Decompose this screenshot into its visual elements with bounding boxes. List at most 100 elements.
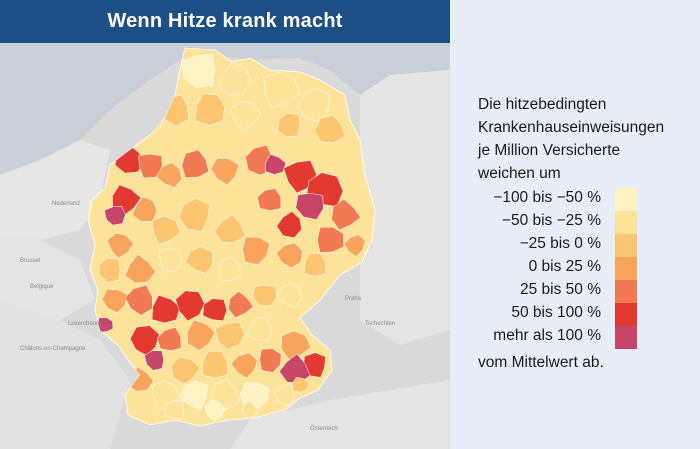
map-region xyxy=(124,253,157,284)
legend-item-label: −50 bis −25 % xyxy=(501,212,601,229)
map-region xyxy=(277,113,301,138)
map-region xyxy=(242,400,260,419)
page-title: Wenn Hitze krank macht xyxy=(107,10,343,32)
map-region xyxy=(343,234,366,257)
map-region xyxy=(164,400,185,420)
legend-heading-line: weichen um xyxy=(478,165,561,182)
germany-map: Nederland Belgique Brussel Luxembourg Ch… xyxy=(0,43,450,449)
legend-item-label: 25 bis 50 % xyxy=(520,281,601,298)
legend-swatch xyxy=(615,234,637,257)
map-panel: Nederland Belgique Brussel Luxembourg Ch… xyxy=(0,0,450,449)
legend-item: 25 bis 50 % xyxy=(450,280,700,303)
legend-swatch xyxy=(615,326,637,349)
map-region xyxy=(230,100,262,132)
map-region xyxy=(247,316,272,342)
legend-swatch xyxy=(615,303,637,326)
map-label-belgique: Belgique xyxy=(30,284,54,290)
legend-swatch xyxy=(615,211,637,234)
sea xyxy=(0,43,450,175)
map-region xyxy=(217,61,252,96)
map-region xyxy=(178,198,210,233)
map-region xyxy=(279,353,311,384)
map-region xyxy=(98,258,121,283)
map-region xyxy=(107,232,135,259)
map-region xyxy=(211,379,241,409)
map-region xyxy=(202,350,229,379)
map-region xyxy=(181,149,210,178)
map-region xyxy=(184,246,214,274)
map-region xyxy=(281,330,312,361)
map-label-nederland: Nederland xyxy=(52,201,80,207)
legend-item: −25 bis 0 % xyxy=(450,234,700,257)
legend-heading-line: Die hitzebedingten xyxy=(478,96,607,113)
map-region xyxy=(131,196,158,222)
map-region xyxy=(303,252,327,277)
legend-item-label: −25 bis 0 % xyxy=(519,235,601,252)
legend-item: 0 bis 25 % xyxy=(450,257,700,280)
poland-area xyxy=(360,70,450,255)
map-region xyxy=(204,399,226,422)
map-label-brussel: Brussel xyxy=(20,258,40,264)
legend-heading: Die hitzebedingten Krankenhauseinweisung… xyxy=(478,93,693,185)
map-region xyxy=(331,198,361,231)
legend-item: 50 bis 100 % xyxy=(450,303,700,326)
czech-area xyxy=(360,240,450,345)
legend-footer: vom Mittelwert ab. xyxy=(478,354,604,371)
map-region xyxy=(124,284,153,316)
netherlands-area xyxy=(0,140,110,240)
austria-area xyxy=(230,380,450,449)
legend-heading-line: Krankenhauseinweisungen xyxy=(478,119,665,136)
map-region xyxy=(187,319,216,351)
map-region xyxy=(214,322,246,350)
legend-item: mehr als 100 % xyxy=(450,326,700,349)
map-region xyxy=(156,162,183,188)
map-region xyxy=(275,242,303,269)
legend-item-label: 0 bis 25 % xyxy=(528,258,601,275)
legend-item-label: mehr als 100 % xyxy=(493,327,601,344)
map-region xyxy=(138,153,163,179)
legend-panel: Die hitzebedingten Krankenhauseinweisung… xyxy=(450,0,700,449)
map-region xyxy=(171,356,201,385)
map-region xyxy=(230,352,258,379)
map-region xyxy=(314,114,346,143)
map-region xyxy=(210,157,240,186)
map-region xyxy=(101,289,128,313)
legend-item: −100 bis −50 % xyxy=(450,188,700,211)
legend-swatch xyxy=(615,257,637,280)
map-region xyxy=(144,350,164,371)
map-region xyxy=(317,227,345,253)
france-area xyxy=(0,300,130,449)
map-region xyxy=(263,72,301,109)
map-label-luxembourg: Luxembourg xyxy=(68,321,101,327)
map-region xyxy=(273,383,295,407)
map-region xyxy=(257,188,282,211)
map-region xyxy=(302,352,326,378)
map-label-chalons: Châlons-en-Champagne xyxy=(20,346,86,352)
map-region xyxy=(156,327,182,352)
map-region xyxy=(276,281,302,309)
legend-item: −50 bis −25 % xyxy=(450,211,700,234)
map-label-praha: Praha xyxy=(345,296,362,302)
map-region xyxy=(259,348,282,373)
map-label-oesterreich: Österreich xyxy=(310,425,338,432)
map-region xyxy=(178,380,209,410)
map-region xyxy=(104,205,126,226)
map-region xyxy=(181,53,215,89)
map-region xyxy=(295,193,324,220)
map-region xyxy=(158,247,182,273)
map-region xyxy=(242,236,270,265)
map-label-tschechien: Tschechien xyxy=(365,321,395,327)
legend-heading-line: je Million Versicherte xyxy=(478,142,621,159)
map-region xyxy=(252,285,278,307)
map-region xyxy=(151,215,181,245)
belgium-area xyxy=(0,235,95,320)
map-region xyxy=(202,298,228,322)
map-region xyxy=(296,87,331,123)
title-bar: Wenn Hitze krank macht xyxy=(0,0,450,43)
map-region xyxy=(194,93,225,126)
map-region xyxy=(292,376,309,393)
map-region xyxy=(276,211,302,238)
map-region xyxy=(151,294,181,324)
map-region xyxy=(218,256,243,282)
